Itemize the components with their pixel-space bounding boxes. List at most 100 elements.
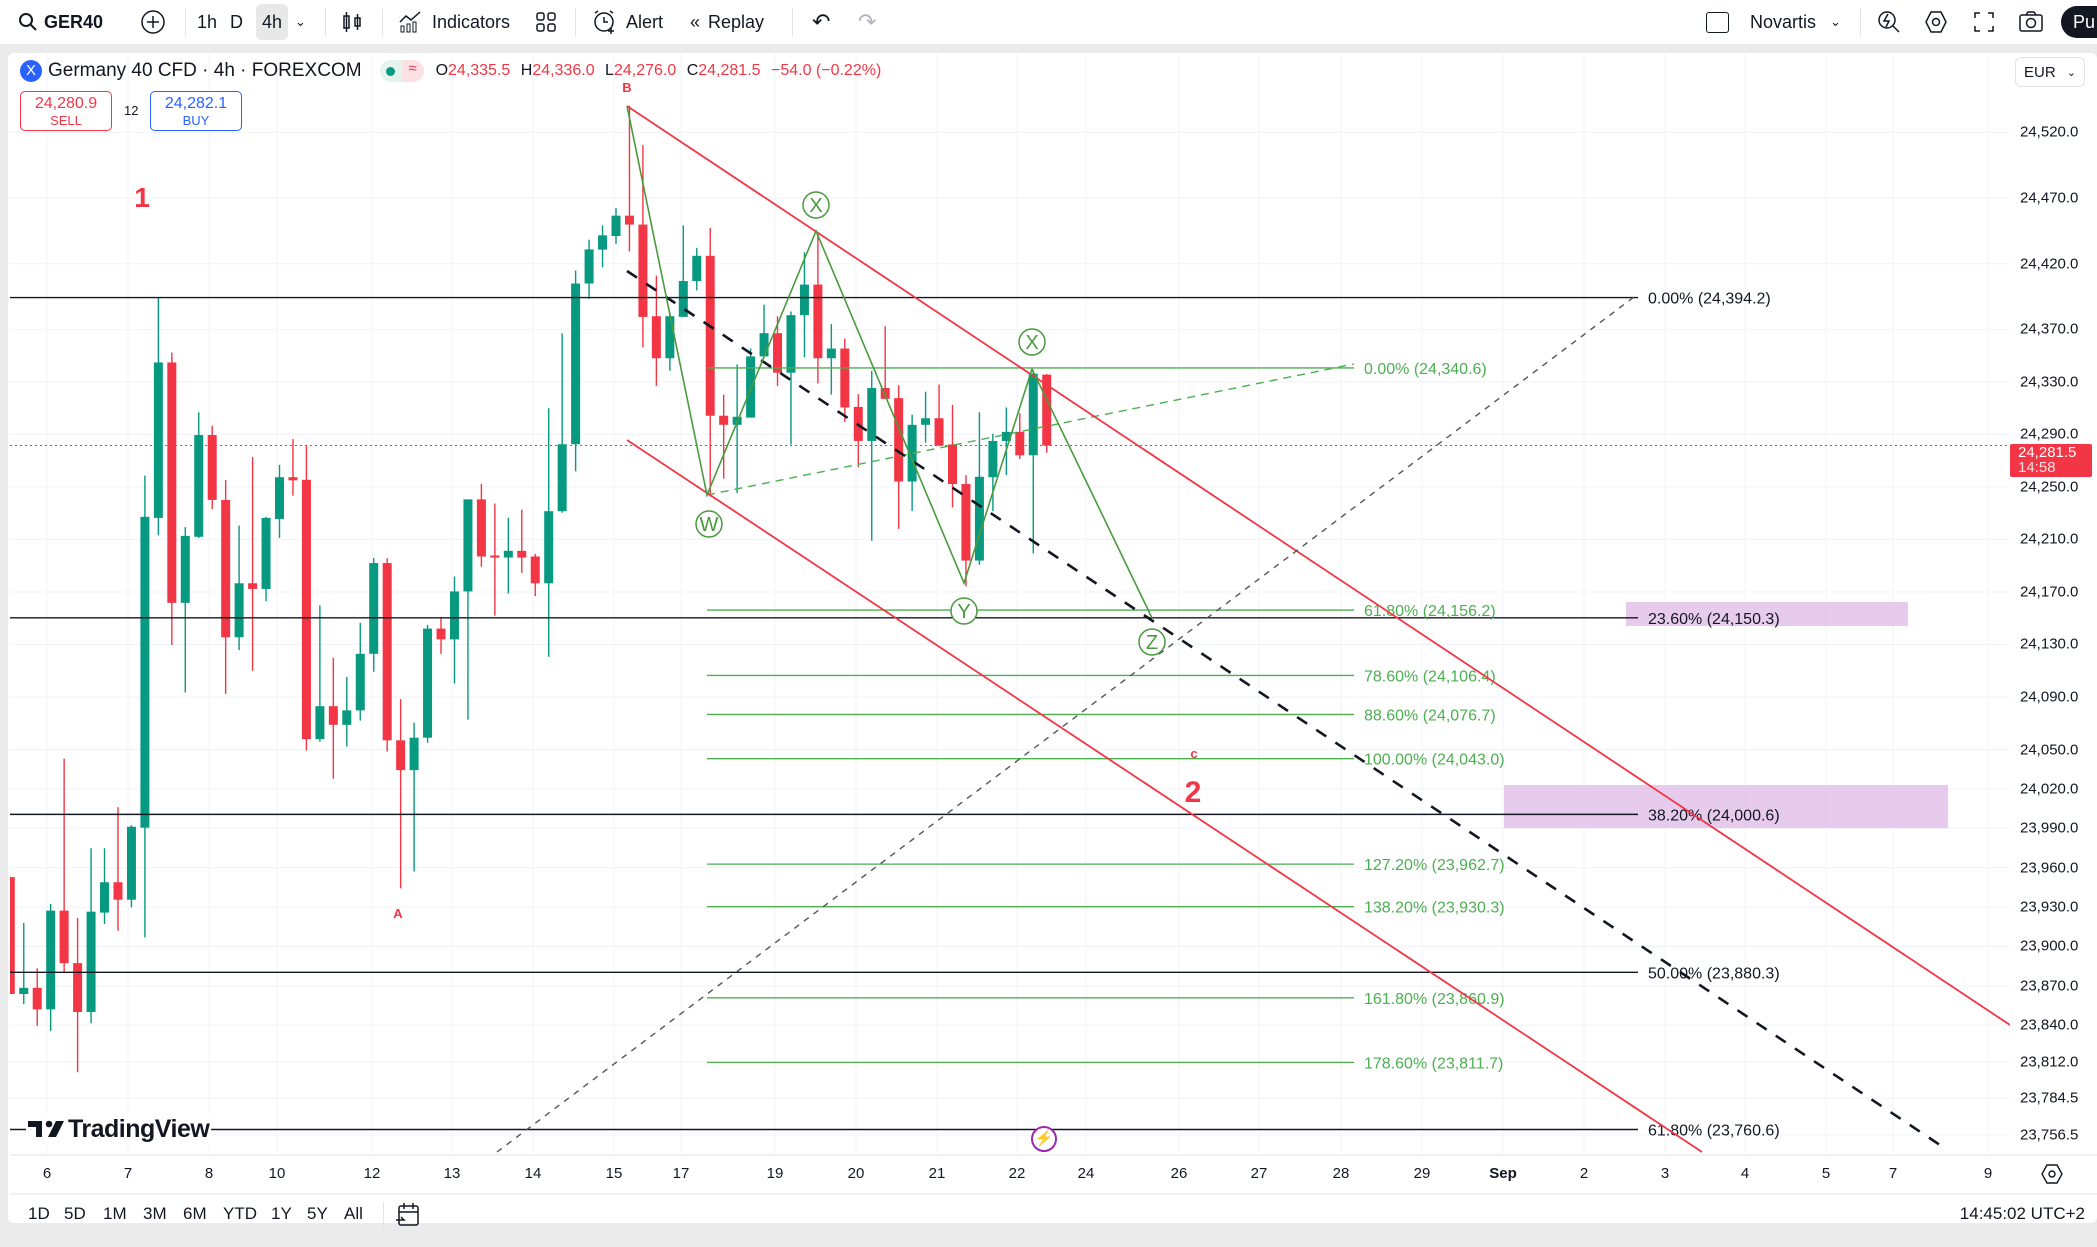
candle-body <box>692 255 702 282</box>
candle <box>180 527 190 693</box>
candle-body <box>598 235 608 250</box>
time-tick-label: 17 <box>672 1165 690 1182</box>
interval-1h[interactable]: 1h <box>197 11 218 32</box>
symbol-search[interactable]: GER40 <box>18 0 103 44</box>
candle <box>584 239 594 300</box>
candle <box>167 352 177 645</box>
replay-button[interactable]: « Replay <box>690 0 764 44</box>
candle <box>153 297 163 536</box>
candle-body <box>611 215 621 236</box>
range-1d[interactable]: 1D <box>28 1204 50 1223</box>
candle <box>463 499 473 720</box>
sell-button[interactable]: 24,280.9 SELL <box>20 91 112 131</box>
candle <box>1001 407 1011 476</box>
range-all[interactable]: All <box>344 1204 363 1223</box>
candle-body <box>19 987 29 994</box>
candles-icon <box>343 12 361 32</box>
chart-type-button[interactable] <box>342 0 362 44</box>
time-tick-label: 10 <box>268 1165 286 1182</box>
candle <box>32 968 42 1026</box>
fib-ext-label: 127.20% (23,962.7) <box>1364 857 1505 874</box>
range-3m[interactable]: 3M <box>143 1204 167 1223</box>
candle <box>719 394 729 479</box>
wave-label-circle <box>1018 328 1046 356</box>
calendar-icon <box>396 1203 419 1226</box>
tradingview-logo[interactable]: TradingView <box>26 1113 212 1145</box>
candle <box>692 247 702 291</box>
interval-dropdown[interactable]: ⌄ <box>295 0 306 44</box>
price-tick-label: 24,330.0 <box>2020 373 2079 391</box>
layouts-button[interactable] <box>535 0 557 44</box>
currency-dropdown[interactable]: EUR ⌄ <box>2015 57 2085 87</box>
candle <box>409 722 419 872</box>
range-5d[interactable]: 5D <box>64 1204 86 1223</box>
candle-body <box>275 477 284 519</box>
wave-label: X <box>1025 332 1038 354</box>
candle <box>867 370 877 541</box>
fullscreen-icon <box>1974 12 1994 32</box>
range-ytd[interactable]: YTD <box>223 1204 257 1223</box>
layout-name-dropdown[interactable]: Novartis ⌄ <box>1750 0 1841 44</box>
undo-button[interactable]: ↶ <box>812 0 830 44</box>
alert-button[interactable]: Alert <box>592 0 663 44</box>
candle <box>961 475 971 587</box>
indicators-button[interactable]: Indicators <box>398 0 510 44</box>
range-1y[interactable]: 1Y <box>271 1204 292 1223</box>
time-tick-label: 7 <box>1888 1165 1898 1182</box>
compare-button[interactable] <box>140 0 166 44</box>
candle <box>759 304 769 357</box>
market-status[interactable]: ≈ <box>379 60 424 82</box>
candle-body <box>355 653 365 711</box>
range-5y[interactable]: 5Y <box>307 1204 328 1223</box>
candle <box>638 145 648 348</box>
square-icon <box>1706 11 1729 33</box>
candle <box>557 333 567 513</box>
wave-count-label: B <box>622 80 631 95</box>
candle-body <box>369 563 379 654</box>
publish-button[interactable]: Pu <box>2061 6 2097 38</box>
lightning-event-icon[interactable]: ⚡ <box>1031 1126 1057 1152</box>
candle-body <box>10 877 15 994</box>
candle <box>46 903 56 1032</box>
chart-pane <box>8 53 2097 1223</box>
range-1m[interactable]: 1M <box>103 1204 127 1223</box>
candle <box>853 394 863 468</box>
candle <box>315 605 325 742</box>
go-to-date-button[interactable] <box>395 1201 421 1234</box>
candle <box>301 445 311 751</box>
clock[interactable]: 14:45:02 UTC+2 <box>1959 1204 2085 1223</box>
price-tick-label: 24,370.0 <box>2020 320 2079 338</box>
chart-title[interactable]: Germany 40 CFD · 4h · FOREXCOM <box>48 60 362 81</box>
candle-body <box>490 555 500 558</box>
channel-lower-line <box>626 439 1703 1153</box>
candle-body <box>880 388 890 399</box>
watchlist-checkbox[interactable] <box>1706 0 1729 44</box>
rewind-icon: « <box>690 11 701 32</box>
candle <box>234 525 244 651</box>
axis-settings-button[interactable] <box>2040 1163 2064 1190</box>
wave-label-circle <box>802 191 830 219</box>
candle-body <box>813 284 823 359</box>
candle <box>449 576 459 684</box>
time-tick-label: 8 <box>204 1165 214 1182</box>
spread-value: 12 <box>124 103 139 118</box>
fullscreen-button[interactable] <box>1973 0 1995 44</box>
candle <box>1015 413 1025 459</box>
candle-body <box>180 535 190 603</box>
buy-button[interactable]: 24,282.1 BUY <box>150 91 242 131</box>
interval-4h[interactable]: 4h <box>256 4 289 40</box>
redo-button[interactable]: ↷ <box>858 0 876 44</box>
candle-body <box>207 435 217 500</box>
snapshot-button[interactable] <box>2018 0 2044 44</box>
candle-body <box>867 388 877 441</box>
wave-count-label: A <box>393 906 403 921</box>
quick-search-button[interactable] <box>1876 0 1902 44</box>
candle-body <box>961 484 971 561</box>
candle-body <box>948 444 957 485</box>
interval-d[interactable]: D <box>230 11 243 32</box>
range-6m[interactable]: 6M <box>183 1204 207 1223</box>
settings-button[interactable] <box>1923 0 1949 44</box>
time-tick-label: 9 <box>1983 1165 1993 1182</box>
candle-body <box>705 255 715 416</box>
